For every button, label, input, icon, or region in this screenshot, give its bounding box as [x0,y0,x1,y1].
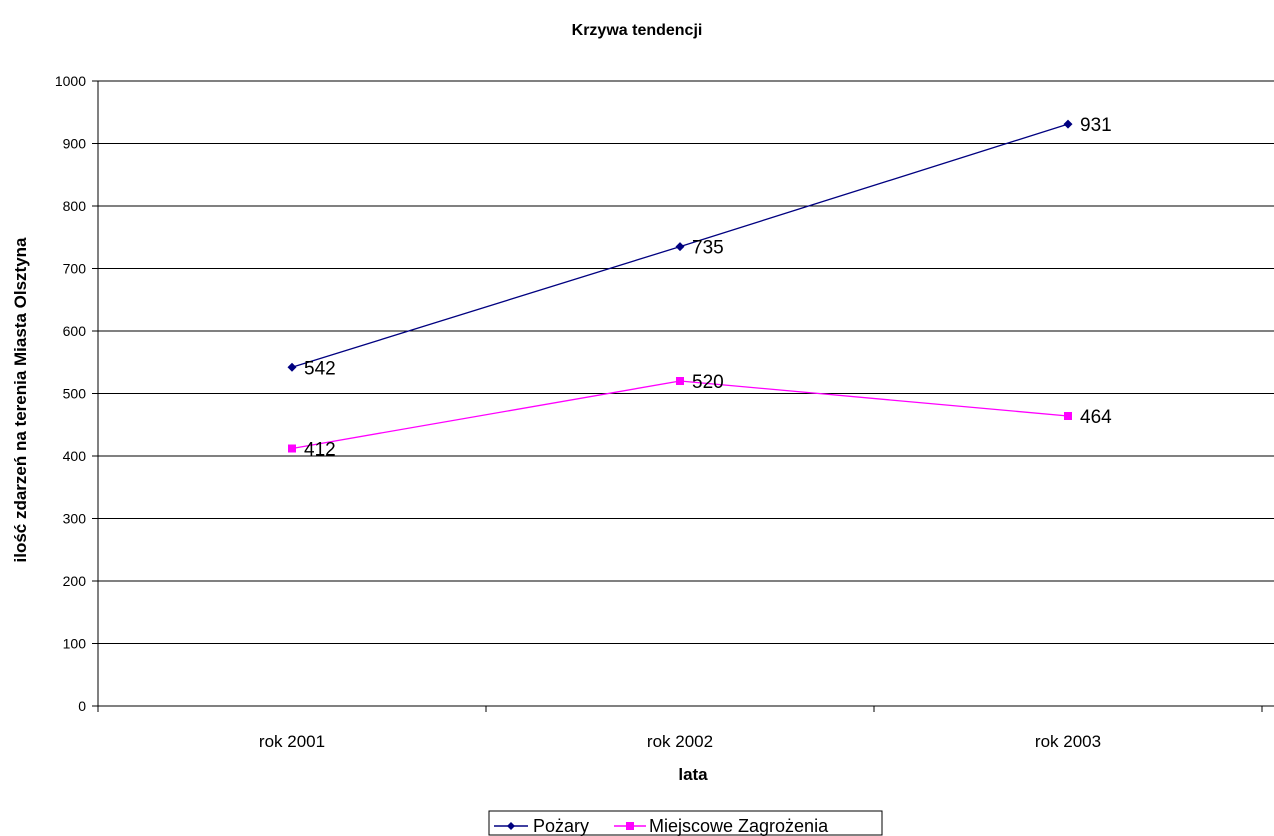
data-label: 542 [304,358,336,379]
data-point-diamond [1063,119,1073,129]
legend-marker-square [626,822,634,830]
legend-frame [488,810,883,836]
y-tick-label: 800 [63,198,87,214]
y-tick-label: 100 [63,636,87,652]
data-label: 520 [692,372,724,393]
x-category-label: rok 2001 [259,732,325,751]
data-point-square [1064,412,1072,420]
x-category-label: rok 2002 [647,732,713,751]
data-label: 931 [1080,115,1112,136]
gridlines [98,80,1274,644]
y-tick-label: 400 [63,448,87,464]
data-point-diamond [287,362,297,372]
chart-title: Krzywa tendencji [572,22,703,39]
y-tick-label: 500 [63,386,87,402]
y-tick-label: 600 [63,323,87,339]
axes [92,80,1274,712]
x-category-labels: rok 2001 rok 2002 rok 2003 [259,732,1101,751]
x-axis-title: lata [678,765,708,784]
data-point-square [288,444,296,453]
x-category-label: rok 2003 [1035,732,1101,751]
data-label: 464 [1080,407,1112,428]
data-label: 412 [304,440,336,461]
legend-label-miejscowe: Miejscowe Zagrożenia [649,816,829,836]
series-1 [288,377,1072,453]
data-label: 735 [692,238,724,259]
data-point-square [676,377,684,385]
y-tick-label: 1000 [55,73,86,89]
legend: Pożary Miejscowe Zagrożenia [488,810,883,836]
legend-label-pozary: Pożary [533,816,589,836]
data-labels: 542 735 931 412 520 464 [304,115,1112,460]
y-tick-label: 700 [63,261,87,277]
y-tick-labels: 0 100 200 300 400 500 600 700 800 900 1000 [55,73,86,714]
y-tick-label: 200 [63,573,87,589]
y-tick-label: 300 [63,511,87,527]
legend-marker-diamond [507,822,515,830]
y-tick-label: 0 [78,698,86,714]
data-point-diamond [675,242,685,252]
series-line [291,380,1069,450]
y-tick-label: 900 [63,136,87,152]
y-axis-title: ilość zdarzeń na terenia Miasta Olsztyna [11,237,30,563]
series-layer [287,119,1073,453]
series-0 [287,119,1073,372]
